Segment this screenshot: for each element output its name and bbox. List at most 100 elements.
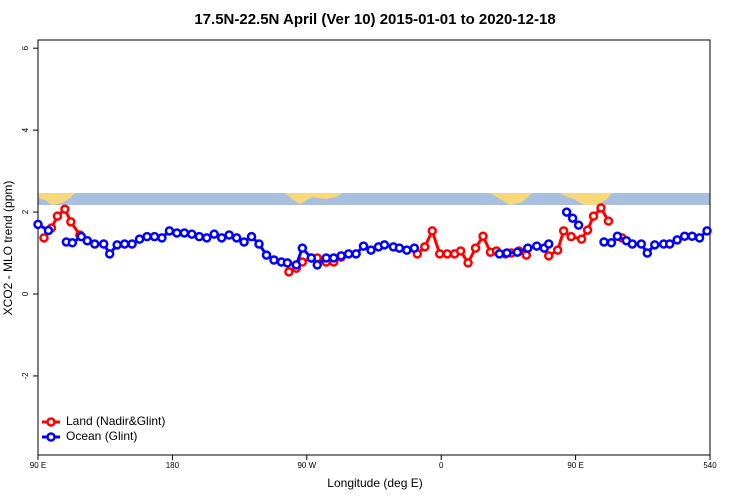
data-point [420,242,430,252]
data-point [512,247,523,257]
data-point [82,235,93,246]
data-point [523,243,533,253]
data-point [566,231,576,242]
land-patch [490,193,532,205]
data-point [576,234,587,244]
chart-title: 17.5N-22.5N April (Ver 10) 2015-01-01 to… [194,11,555,28]
data-point [246,231,257,242]
data-point [687,231,697,241]
data-point [596,203,606,213]
data-point [282,258,293,268]
data-point [603,216,614,226]
data-point [351,249,361,259]
data-point [463,258,473,268]
data-point [254,239,264,249]
data-point [664,239,675,249]
x-axis-label: Longitude (deg E) [327,476,422,490]
data-point [328,253,339,263]
x-tick-label: 180 [166,461,180,470]
data-point [702,226,712,236]
data-point [194,231,205,242]
data-point [231,233,242,243]
data-point [312,260,323,270]
data-point [134,234,145,244]
data-point [142,231,152,242]
data-point [394,243,405,253]
data-point [321,253,331,263]
y-axis-label: XCO2 - MLO trend (ppm) [1,181,15,316]
x-tick-label: 90 E [567,461,583,470]
data-point [284,267,294,277]
data-point [455,246,466,256]
data-point [642,248,653,258]
data-point [543,251,554,261]
data-point [612,231,623,241]
data-point [494,249,505,259]
data-point [606,238,617,248]
data-point [582,225,593,235]
y-tick-label: 0 [21,291,30,296]
data-point [679,231,690,241]
data-point [442,249,452,259]
data-point [567,213,578,223]
y-tick-label: 2 [21,209,30,214]
data-point [434,249,445,259]
data-point [179,228,190,238]
data-point [119,239,130,249]
data-point [52,211,63,221]
data-point [561,207,572,217]
data-point [187,229,197,239]
data-point [636,239,647,249]
data-point [209,229,219,239]
land-patch [285,193,342,204]
data-point [588,211,599,221]
x-tick-label: 0 [439,461,444,470]
data-point [694,233,705,243]
data-point [379,240,390,250]
data-point [427,226,437,236]
data-point [112,240,122,250]
data-point [649,240,660,250]
data-point [127,239,137,249]
data-point [104,249,115,259]
map-strip [38,193,710,205]
data-point [532,241,542,251]
data-point [599,237,609,247]
data-point [343,249,354,259]
data-point [66,217,76,227]
data-point [76,231,87,242]
data-point [216,233,227,243]
data-point [409,243,420,253]
data-point [261,250,272,260]
data-point [89,239,100,249]
data-point [98,239,109,249]
data-point [33,219,43,230]
x-tick-label: 90 E [30,461,46,470]
data-point [291,260,302,270]
data-point [558,226,569,236]
data-point [366,245,376,255]
data-point [627,239,638,249]
legend-label: Land (Nadir&Glint) [66,414,165,428]
data-point [67,238,78,248]
data-point [172,228,182,238]
data-point [60,204,70,214]
data-point [672,235,682,245]
y-tick-label: -2 [21,372,30,380]
data-point [306,253,317,263]
y-tick-label: 4 [21,127,30,132]
data-point [552,245,563,255]
plot-frame [37,39,711,456]
data-point [149,231,160,242]
data-point [157,233,167,243]
ocean-strip [38,193,710,205]
y-tick-label: 6 [21,45,30,50]
land-patch [560,193,612,205]
data-point [297,243,308,253]
data-point [402,245,412,255]
data-point [164,226,175,236]
data-point [239,237,249,247]
x-tick-label: 540 [703,461,717,470]
data-point [39,233,49,243]
